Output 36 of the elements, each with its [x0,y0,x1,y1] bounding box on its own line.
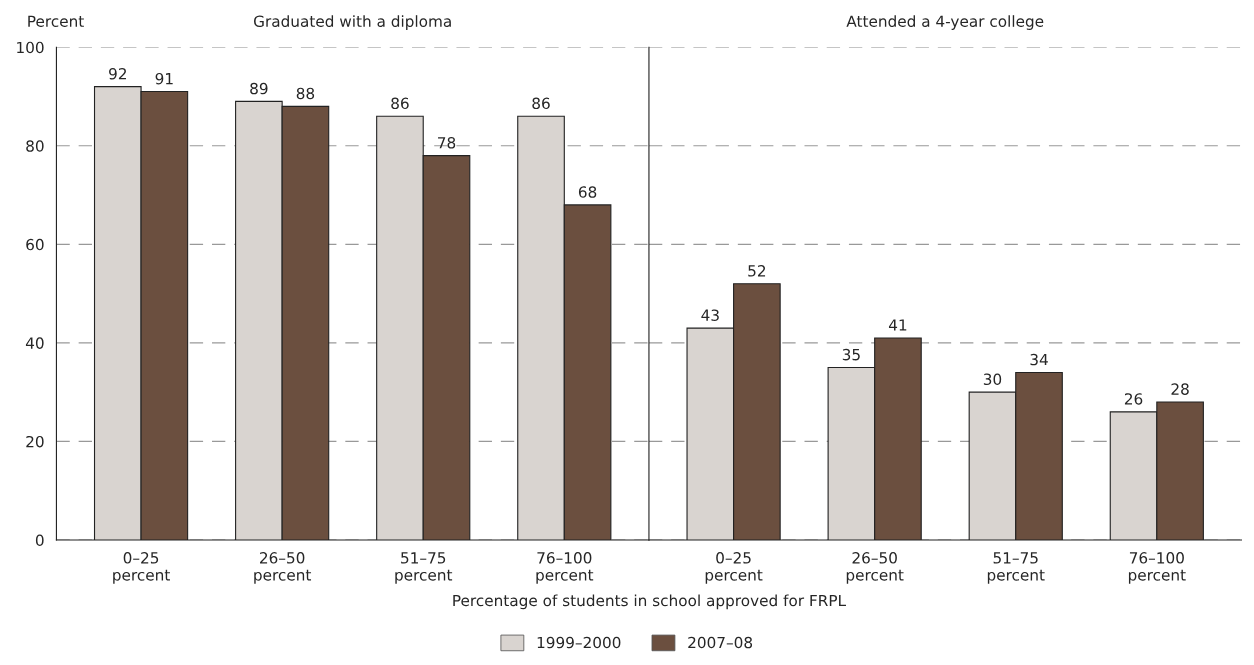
data-label: 43 [701,309,719,321]
y-tick-label: 20 [26,435,44,448]
x-tick-label: 0–25 percent [705,552,763,584]
data-label: 41 [888,319,907,331]
data-label: 28 [1171,383,1189,395]
data-label: 78 [438,136,456,149]
x-tick-label: 0–25 percent [113,552,170,584]
data-label: 88 [296,87,315,100]
data-label: 30 [983,373,1002,386]
x-tick-label: 51–75 percent [395,552,453,584]
data-label: 68 [578,186,597,198]
y-tick-label: 60 [26,238,44,251]
data-label: 34 [1030,353,1048,366]
data-label: 52 [748,265,766,277]
data-label: 89 [250,82,268,95]
x-tick-label: 76–100 percent [536,552,594,584]
data-label: 92 [109,67,126,80]
data-label: 86 [532,97,550,110]
x-tick-label: 76–100 percent [1128,552,1186,584]
y-axis-title: Percent [28,15,84,28]
data-label: 91 [155,72,173,85]
data-label: 26 [1124,393,1143,405]
chart-title: Attended a 4-year college [846,15,1044,30]
y-tick-label: 40 [25,337,44,349]
x-tick-label: 51–75 percent [987,552,1045,584]
data-label: 35 [842,348,860,361]
legend-label: 2007–08 [688,636,753,649]
legend-label: 1999–2000 [537,636,621,649]
data-label: 86 [391,97,409,110]
y-tick-label: 80 [26,140,44,152]
x-tick-label: 26–50 percent [846,552,904,584]
chart-title: Graduated with a diploma [253,15,451,30]
y-tick-label: 100 [17,41,44,54]
x-axis-title: Percentage of students in school approved for FRPL [453,594,846,610]
y-tick-label: 0 [35,534,44,546]
x-tick-label: 26–50 percent [254,552,312,584]
